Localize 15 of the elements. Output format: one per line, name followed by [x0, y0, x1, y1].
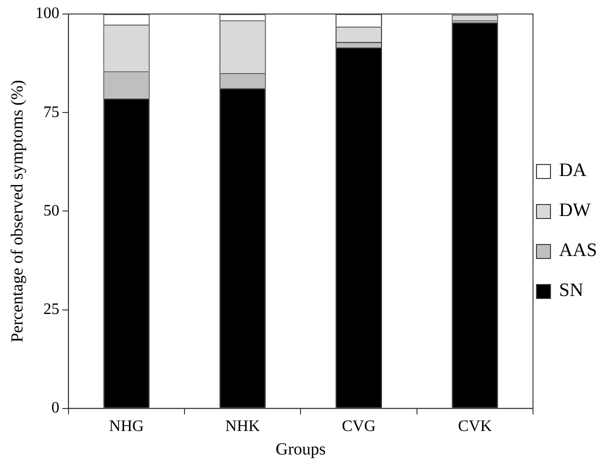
x-tick-label: CVK	[458, 418, 492, 436]
y-tick-label: 75	[43, 104, 60, 121]
x-axis-title: Groups	[276, 439, 326, 458]
x-tick-label: NHG	[109, 418, 144, 436]
legend-label: SN	[559, 280, 584, 302]
y-axis-title: Percentage of observed symptoms (%)	[8, 80, 27, 342]
y-tick-label: 0	[51, 400, 60, 417]
text: DA	[559, 160, 586, 182]
y-tick-label: 50	[43, 202, 60, 220]
y-tick-label: 25	[43, 301, 60, 318]
x-tick-label: NHK	[225, 418, 260, 436]
legend-label: DW	[559, 200, 591, 222]
legend-label: AAS	[559, 240, 598, 262]
x-tick-label: CVG	[342, 418, 376, 436]
y-tick-label: 100	[35, 5, 60, 22]
